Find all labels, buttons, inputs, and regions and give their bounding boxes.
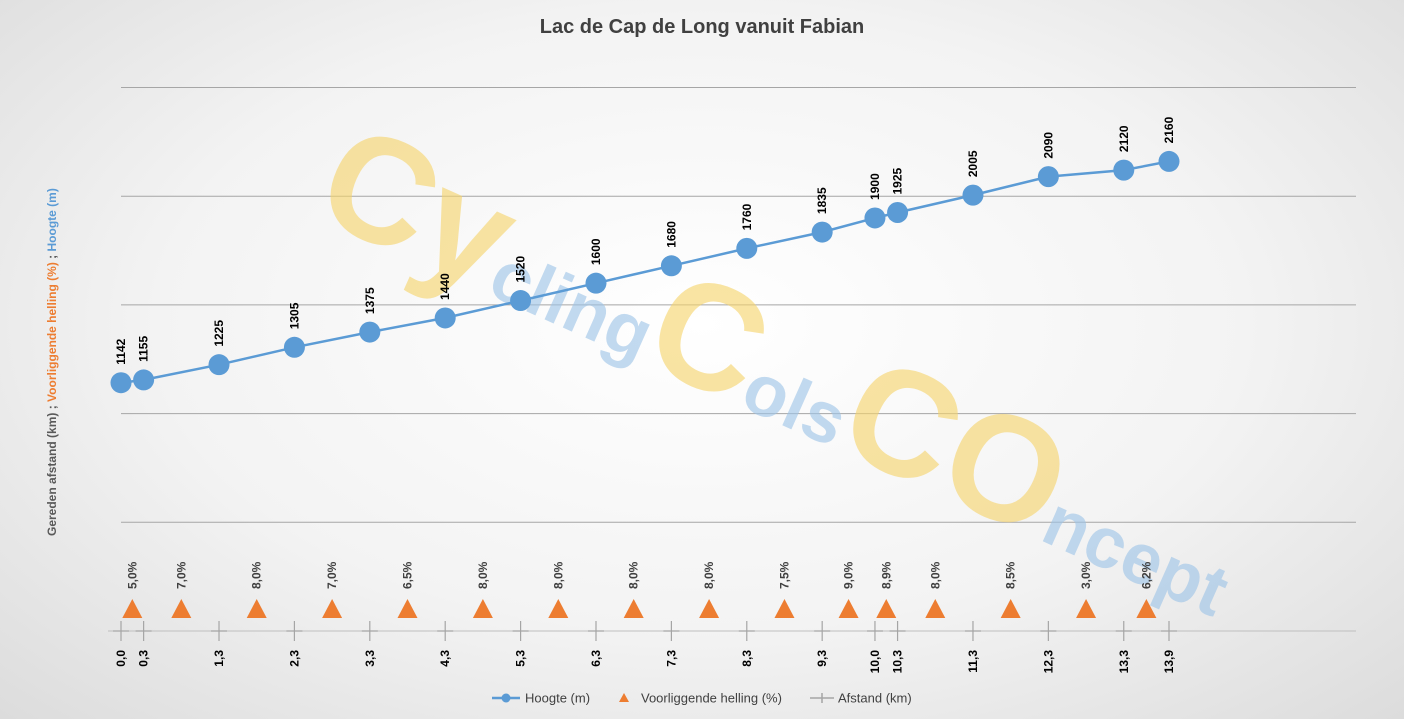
elevation-label: 1142 bbox=[114, 338, 128, 364]
gradient-label: 8,0% bbox=[250, 561, 264, 589]
x-tick-label: 5,3 bbox=[514, 650, 528, 667]
elevation-point bbox=[660, 255, 682, 277]
elevation-point bbox=[864, 207, 886, 229]
elevation-label: 1375 bbox=[363, 287, 377, 314]
x-tick-label: 10,3 bbox=[891, 650, 905, 674]
x-tick-label: 10,0 bbox=[868, 650, 882, 674]
gradient-label: 3,0% bbox=[1079, 561, 1093, 589]
y-axis-label-part-1: ; bbox=[45, 402, 59, 413]
elevation-label: 2120 bbox=[1117, 125, 1131, 152]
gradient-label: 8,0% bbox=[551, 561, 565, 589]
gradient-marker bbox=[322, 599, 343, 618]
elevation-point bbox=[283, 336, 305, 358]
gradient-label: 8,0% bbox=[702, 561, 716, 589]
gradient-label: 8,9% bbox=[879, 561, 893, 589]
gradient-label: 6,5% bbox=[401, 561, 415, 589]
gradient-marker bbox=[774, 599, 795, 618]
elevation-point bbox=[110, 372, 132, 394]
gradient-marker bbox=[876, 599, 897, 618]
elevation-label: 1925 bbox=[891, 167, 905, 194]
elevation-label: 1520 bbox=[514, 256, 528, 283]
elevation-point bbox=[1037, 166, 1059, 188]
x-tick-label: 12,3 bbox=[1041, 650, 1055, 674]
y-axis-label-part-0: Gereden afstand (km) bbox=[45, 413, 59, 536]
elevation-label: 1225 bbox=[212, 320, 226, 347]
gradient-label: 8,0% bbox=[476, 561, 490, 589]
x-tick-label: 7,3 bbox=[664, 650, 678, 667]
elevation-point bbox=[962, 184, 984, 206]
legend-label-helling: Voorliggende helling (%) bbox=[641, 691, 782, 706]
gradient-marker bbox=[246, 599, 267, 618]
elevation-point bbox=[1158, 150, 1180, 172]
gradient-marker bbox=[1000, 599, 1021, 618]
x-tick-label: 13,3 bbox=[1117, 650, 1131, 674]
legend-marker-helling bbox=[619, 693, 629, 702]
gradient-label: 5,0% bbox=[125, 561, 139, 589]
elevation-point bbox=[887, 202, 909, 224]
x-tick-label: 8,3 bbox=[740, 650, 754, 667]
elevation-label: 1155 bbox=[137, 336, 151, 362]
elevation-point bbox=[208, 354, 230, 376]
x-tick-label: 4,3 bbox=[438, 650, 452, 667]
elevation-label: 1600 bbox=[589, 238, 603, 265]
x-tick-label: 11,3 bbox=[966, 650, 980, 673]
elevation-label: 1305 bbox=[287, 302, 301, 329]
watermark-word-5: ncept bbox=[1032, 481, 1240, 632]
gradient-marker bbox=[122, 599, 143, 618]
elevation-point bbox=[133, 369, 155, 391]
elevation-label: 1900 bbox=[868, 173, 882, 200]
gradient-label: 6,2% bbox=[1139, 561, 1153, 589]
y-axis-label: Gereden afstand (km) ; Voorliggende hell… bbox=[45, 188, 59, 536]
gradient-marker bbox=[171, 599, 192, 618]
watermark-word-1: cling bbox=[479, 235, 665, 376]
gradient-label: 8,0% bbox=[928, 561, 942, 589]
elevation-point bbox=[434, 307, 456, 329]
elevation-label: 2005 bbox=[966, 150, 980, 177]
elevation-label: 1835 bbox=[815, 187, 829, 214]
chart-title: Lac de Cap de Long vanuit Fabian bbox=[540, 16, 864, 38]
elevation-point bbox=[585, 272, 607, 294]
gradient-label: 7,5% bbox=[777, 561, 791, 589]
gradient-marker bbox=[623, 599, 644, 618]
y-axis-label-part-3: ; bbox=[45, 252, 59, 263]
y-axis-label-part-4: Hoogte (m) bbox=[45, 188, 59, 251]
elevation-point bbox=[510, 290, 532, 312]
x-tick-label: 9,3 bbox=[815, 650, 829, 667]
gradient-marker bbox=[472, 599, 493, 618]
x-tick-label: 1,3 bbox=[212, 650, 226, 667]
x-tick-label: 0,3 bbox=[137, 650, 151, 667]
gradient-label: 7,0% bbox=[325, 561, 339, 589]
gradient-marker bbox=[397, 599, 418, 618]
gradient-marker bbox=[925, 599, 946, 618]
gradient-marker bbox=[838, 599, 859, 618]
x-tick-label: 2,3 bbox=[287, 650, 301, 667]
elevation-label: 2160 bbox=[1162, 116, 1176, 143]
x-tick-label: 3,3 bbox=[363, 650, 377, 667]
gradient-marker bbox=[1136, 599, 1157, 618]
gradient-label: 8,0% bbox=[627, 561, 641, 589]
gradient-marker bbox=[1076, 599, 1097, 618]
legend-label-afstand: Afstand (km) bbox=[838, 691, 912, 706]
gradient-label: 8,5% bbox=[1004, 561, 1018, 589]
elevation-point bbox=[736, 237, 758, 259]
elevation-point bbox=[359, 321, 381, 343]
elevation-label: 1760 bbox=[740, 203, 754, 230]
x-tick-label: 6,3 bbox=[589, 650, 603, 667]
gradient-marker bbox=[699, 599, 720, 618]
x-tick-label: 0,0 bbox=[114, 650, 128, 667]
gradient-label: 9,0% bbox=[842, 561, 856, 589]
elevation-point bbox=[811, 221, 833, 243]
elevation-label: 1680 bbox=[664, 221, 678, 248]
x-tick-label: 13,9 bbox=[1162, 650, 1176, 674]
y-axis-label-part-2: Voorliggende helling (%) bbox=[45, 262, 59, 402]
gradient-label: 7,0% bbox=[174, 561, 188, 589]
elevation-label: 1440 bbox=[438, 273, 452, 300]
elevation-point bbox=[1113, 159, 1135, 181]
legend-label-hoogte: Hoogte (m) bbox=[525, 691, 590, 706]
legend-marker-hoogte bbox=[501, 693, 511, 703]
elevation-label: 2090 bbox=[1041, 132, 1055, 159]
gradient-marker bbox=[548, 599, 569, 618]
